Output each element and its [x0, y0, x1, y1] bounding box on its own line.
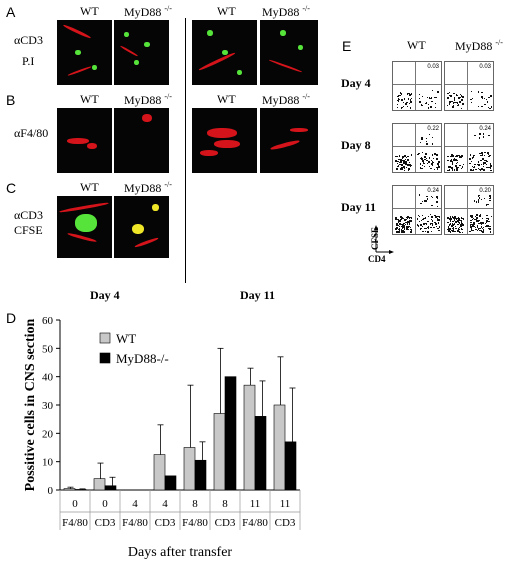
micrograph-b-wt-day11	[192, 108, 257, 173]
col-wt-b: WT	[80, 92, 99, 106]
micrograph-a-wt-day11	[192, 20, 257, 85]
panel-e-label: E	[342, 38, 352, 54]
category-marker: CD3	[155, 517, 176, 529]
col-wt-b-day11: WT	[217, 92, 236, 106]
category-day: 0	[102, 498, 108, 510]
x-axis-label: Days after transfer	[128, 545, 233, 560]
category-marker: CD3	[215, 517, 236, 529]
axis-arrows	[374, 225, 394, 254]
micrograph-b-myd88-day4	[114, 108, 169, 173]
flow-row-label: Day 4	[341, 76, 371, 90]
bar-myd88	[194, 459, 207, 491]
bar-myd88	[224, 376, 237, 491]
micrograph-b-wt-day4	[57, 108, 112, 173]
bar-myd88	[104, 485, 117, 491]
col-myd88-a-day11: MyD88 -/-	[262, 4, 310, 19]
y-tick-label: 40	[42, 372, 54, 384]
col-myd88-a: MyD88 -/-	[124, 4, 172, 19]
micrograph-b-myd88-day11	[260, 108, 318, 173]
category-marker: F4/80	[62, 517, 88, 529]
y-tick-label: 0	[48, 485, 54, 497]
flow-plot-wt: 0.24	[392, 185, 442, 235]
col-wt-a-day11: WT	[217, 4, 236, 18]
y-tick-label: 60	[42, 315, 54, 327]
bar-chart: 0 10 20 30 40 50 60 Possitive cells in CNS sect…	[0, 315, 360, 565]
category-day: 0	[72, 498, 78, 510]
row-label-b: αF4/80	[14, 126, 49, 140]
day4-label: Day 4	[90, 288, 120, 302]
y-axis-label: Possitive cells in CNS section	[23, 318, 38, 491]
category-marker: F4/80	[122, 517, 148, 529]
flow-plot-wt: 0.03	[392, 61, 442, 111]
category-day: 8	[192, 498, 198, 510]
flow-row-label: Day 11	[341, 200, 377, 214]
bar-myd88	[254, 416, 267, 491]
bar-wt	[213, 413, 226, 491]
flow-plot-myd: 0.03	[444, 61, 494, 111]
category-day: 4	[132, 498, 138, 510]
flow-row-label: Day 8	[341, 138, 371, 152]
bar-myd88	[74, 489, 87, 491]
day11-label: Day 11	[240, 288, 276, 302]
quadrant-value: 0.24	[479, 126, 491, 132]
panel-divider	[185, 18, 186, 283]
bar-wt	[93, 478, 106, 491]
category-marker: F4/80	[242, 517, 268, 529]
col-myd88-b: MyD88 -/-	[124, 92, 172, 107]
row-label-a-1: αCD3	[14, 33, 43, 47]
col-wt-a: WT	[80, 4, 99, 18]
legend-label: MyD88-/-	[116, 351, 169, 366]
micrograph-c-myd88	[114, 196, 169, 258]
bar-wt	[243, 384, 256, 491]
y-tick-label: 20	[42, 428, 54, 440]
y-tick-label: 10	[42, 457, 54, 469]
row-label-a-2: P.I	[22, 54, 35, 68]
panel-a-label: A	[6, 4, 16, 20]
category-day: 11	[280, 498, 291, 510]
bar-wt	[183, 447, 196, 491]
quadrant-value: 0.24	[427, 188, 439, 194]
row-label-c-2: CFSE	[14, 223, 43, 237]
panel-c-label: C	[6, 180, 17, 196]
category-day: 11	[250, 498, 261, 510]
micrograph-a-myd88-day11	[260, 20, 318, 85]
flow-plot-myd: 0.20	[444, 185, 494, 235]
micrograph-a-myd88-day4	[114, 20, 169, 85]
category-day: 8	[222, 498, 228, 510]
panel-d-label: D	[6, 310, 17, 326]
flow-plot-wt: 0.22	[392, 123, 442, 173]
col-wt-c: WT	[80, 180, 99, 194]
cd4-axis-label: CD4	[368, 254, 386, 264]
legend-swatch	[99, 352, 111, 364]
bar-wt	[153, 454, 166, 491]
bar-myd88	[284, 441, 297, 491]
quadrant-value: 0.20	[479, 188, 491, 194]
category-marker: CD3	[275, 517, 296, 529]
quadrant-value: 0.22	[427, 126, 439, 132]
bar-wt	[273, 404, 286, 491]
micrograph-c-wt	[57, 196, 112, 258]
row-label-c-1: αCD3	[14, 208, 43, 222]
legend-label: WT	[116, 331, 136, 346]
category-marker: F4/80	[182, 517, 208, 529]
y-tick-label: 30	[42, 400, 54, 412]
micrograph-a-wt-day4	[57, 20, 112, 85]
bar-myd88	[164, 475, 177, 491]
y-tick-label: 50	[42, 343, 54, 355]
col-myd88-b-day11: MyD88 -/-	[262, 92, 310, 107]
col-myd88-c: MyD88 -/-	[124, 180, 172, 195]
legend-swatch	[99, 332, 111, 344]
col-wt-e: WT	[407, 38, 426, 52]
col-myd88-e: MyD88 -/-	[455, 38, 503, 53]
panel-b-label: B	[6, 92, 16, 108]
bar-wt	[63, 488, 76, 491]
flow-plot-myd: 0.24	[444, 123, 494, 173]
category-day: 4	[162, 498, 168, 510]
category-marker: CD3	[95, 517, 116, 529]
quadrant-value: 0.03	[427, 64, 439, 70]
quadrant-value: 0.03	[479, 64, 491, 70]
